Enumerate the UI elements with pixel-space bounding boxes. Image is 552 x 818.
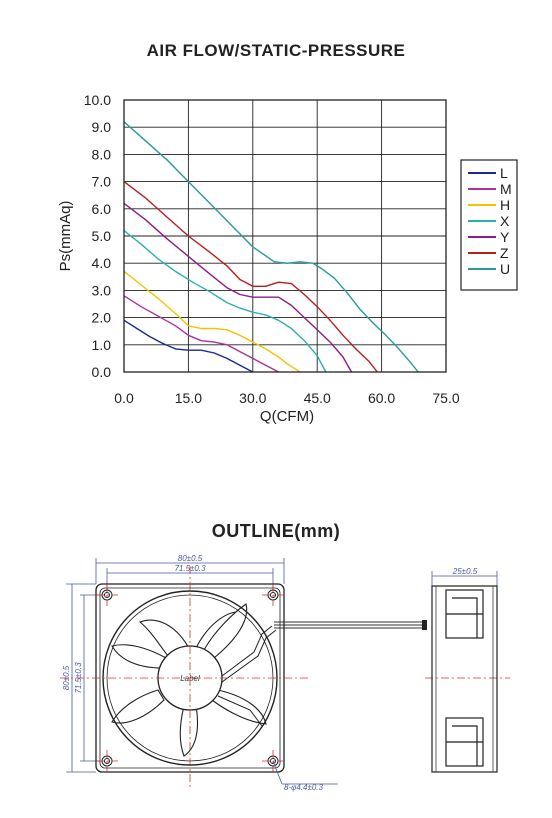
center-lines [60,566,510,790]
wire-channel [217,625,277,727]
x-tick-label: 45.0 [304,390,331,406]
y-tick-label: 3.0 [92,282,112,298]
connector [422,620,427,630]
legend-label-U: U [500,261,510,277]
x-tick-label: 75.0 [432,390,459,406]
y-tick-label: 6.0 [92,201,112,217]
x-tick-label: 0.0 [114,390,134,406]
chart-series [123,121,419,373]
series-line-Z [123,181,378,373]
x-tick-label: 30.0 [239,390,266,406]
y-tick-label: 5.0 [92,228,112,244]
lead-wires [274,621,424,629]
series-line-L [123,319,254,373]
y-axis-label: Ps(mmAq) [57,201,74,272]
outline-title: OUTLINE(mm) [211,521,341,541]
legend-label-L: L [500,165,508,181]
fan-blades [111,603,267,757]
series-line-H [123,270,301,373]
airflow-pressure-chart: 0.0 1.0 2.0 3.0 4.0 5.0 6.0 7.0 8.0 9.0 10.0 0.0 15.… [57,92,518,425]
chart-grid [123,99,447,373]
hole-label: 8-φ4.4±0.3 [284,783,324,792]
plot-frame [123,99,447,373]
series-line-U [123,121,419,373]
legend-label-Y: Y [500,229,510,245]
side-dimension [431,571,498,586]
y-tick-label: 9.0 [92,119,112,135]
side-width-label: 25±0.5 [452,567,478,576]
x-axis-label: Q(CFM) [260,408,314,425]
series-line-Y [123,202,353,373]
legend-label-X: X [500,213,510,229]
chart-ticks: 0.0 1.0 2.0 3.0 4.0 5.0 6.0 7.0 8.0 9.0 10.0 0.0 15.… [84,92,460,406]
hole-callout [272,760,338,785]
front-width-label: 80±0.5 [178,554,203,563]
x-tick-label: 60.0 [368,390,395,406]
legend-label-H: H [500,197,510,213]
y-tick-label: 4.0 [92,255,112,271]
y-tick-label: 7.0 [92,174,112,190]
y-tick-label: 10.0 [84,92,111,108]
fan-outline-drawing: 80±0.5 71.5±0.3 80±0.5 71.5±0.3 Label [60,554,510,792]
series-line-M [123,295,279,373]
series-line-X [123,230,327,373]
legend-label-Z: Z [500,245,509,261]
x-tick-label: 15.0 [175,390,202,406]
y-tick-label: 2.0 [92,310,112,326]
y-tick-label: 0.0 [92,364,112,380]
chart-title: AIR FLOW/STATIC-PRESSURE [146,41,406,60]
legend-label-M: M [500,181,512,197]
fan-side-view [431,585,498,773]
y-tick-label: 8.0 [92,146,112,162]
y-tick-label: 1.0 [92,337,112,353]
